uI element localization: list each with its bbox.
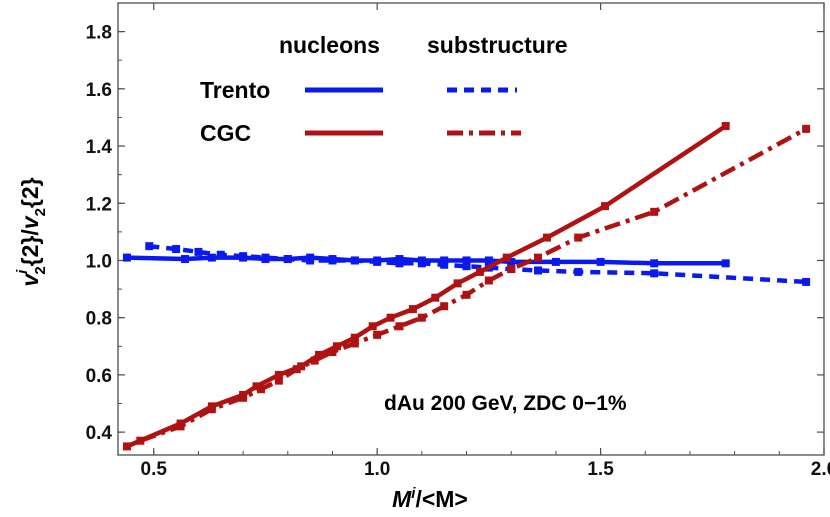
- data-point-cgc-substructure: [350, 339, 359, 348]
- data-point-trento-nucleons: [122, 253, 131, 262]
- data-point-cgc-nucleons: [368, 322, 377, 331]
- data-point-trento-substructure: [440, 260, 449, 269]
- data-point-trento-nucleons: [507, 257, 516, 266]
- data-point-trento-substructure: [350, 256, 359, 265]
- data-point-cgc-nucleons: [386, 313, 395, 322]
- y-tick-label: 1.6: [86, 80, 112, 101]
- x-tick-label: 1.5: [587, 459, 614, 480]
- data-point-trento-substructure: [306, 256, 315, 265]
- y-tick-label: 0.4: [86, 423, 113, 444]
- data-point-cgc-substructure: [176, 422, 185, 431]
- x-axis: 0.5 1.0 1.5 2.0: [141, 3, 830, 480]
- data-point-cgc-nucleons: [502, 253, 511, 262]
- x-tick-label: 1.0: [364, 459, 390, 480]
- data-point-cgc-substructure: [507, 265, 516, 274]
- svg-text:Mi/<M>: Mi/<M>: [392, 485, 468, 512]
- data-point-cgc-substructure: [802, 124, 811, 133]
- y-tick-label: 0.8: [86, 309, 112, 330]
- data-point-cgc-nucleons: [252, 382, 261, 391]
- data-point-cgc-substructure: [328, 348, 337, 357]
- y-tick-label: 0.6: [86, 366, 112, 387]
- data-point-cgc-nucleons: [274, 370, 283, 379]
- y-axis-title: vi2{2}/v2{2}: [14, 177, 49, 286]
- data-point-cgc-nucleons: [475, 267, 484, 276]
- y-tick-label: 1.2: [86, 194, 112, 215]
- data-point-trento-substructure: [417, 259, 426, 268]
- data-point-trento-substructure: [574, 267, 583, 276]
- data-point-cgc-substructure: [239, 393, 248, 402]
- data-point-trento-nucleons: [207, 253, 216, 262]
- y-tick-label: 1.0: [86, 251, 112, 272]
- data-point-trento-substructure: [328, 256, 337, 265]
- data-point-trento-nucleons: [395, 255, 404, 264]
- svg-text:vi2{2}/v2{2}: vi2{2}/v2{2}: [14, 177, 49, 286]
- data-point-cgc-substructure: [417, 313, 426, 322]
- legend: nucleons substructure Trento CGC: [200, 32, 568, 146]
- data-point-trento-nucleons: [721, 259, 730, 268]
- data-point-cgc-nucleons: [453, 279, 462, 288]
- data-point-trento-nucleons: [551, 257, 560, 266]
- data-point-cgc-nucleons: [408, 305, 417, 314]
- data-point-trento-substructure: [462, 262, 471, 271]
- data-point-trento-substructure: [373, 257, 382, 266]
- data-point-cgc-substructure: [534, 253, 543, 262]
- data-point-cgc-substructure: [292, 365, 301, 374]
- data-point-cgc-substructure: [256, 385, 265, 394]
- data-point-trento-nucleons: [462, 256, 471, 265]
- data-point-trento-substructure: [283, 255, 292, 264]
- data-point-cgc-substructure: [310, 356, 319, 365]
- data-point-cgc-substructure: [484, 276, 493, 285]
- legend-header-nucleons: nucleons: [279, 32, 380, 58]
- data-point-cgc-substructure: [440, 302, 449, 311]
- data-point-trento-nucleons: [440, 256, 449, 265]
- data-point-cgc-nucleons: [122, 442, 131, 451]
- annotation-dataset: dAu 200 GeV, ZDC 0−1%: [384, 392, 627, 415]
- data-point-trento-substructure: [802, 277, 811, 286]
- y-tick-label: 1.4: [86, 137, 113, 158]
- data-point-trento-substructure: [534, 266, 543, 275]
- data-point-cgc-substructure: [207, 405, 216, 414]
- data-point-trento-substructure: [239, 252, 248, 261]
- plot-frame: [117, 2, 825, 456]
- data-point-trento-substructure: [216, 250, 225, 259]
- data-point-trento-substructure: [261, 253, 270, 262]
- x-tick-label: 0.5: [141, 459, 168, 480]
- data-point-cgc-substructure: [136, 436, 145, 445]
- y-tick-label: 1.8: [86, 23, 112, 44]
- data-point-trento-nucleons: [650, 259, 659, 268]
- data-point-cgc-substructure: [395, 322, 404, 331]
- data-point-trento-substructure: [194, 247, 203, 256]
- x-tick-label: 2.0: [811, 459, 830, 480]
- data-point-cgc-nucleons: [297, 362, 306, 371]
- data-point-trento-substructure: [145, 242, 154, 251]
- series-layer: [122, 122, 811, 451]
- data-point-cgc-substructure: [373, 330, 382, 339]
- data-point-cgc-substructure: [574, 233, 583, 242]
- data-point-cgc-nucleons: [315, 350, 324, 359]
- data-point-cgc-nucleons: [721, 122, 730, 131]
- legend-header-substructure: substructure: [427, 32, 568, 58]
- data-point-cgc-nucleons: [332, 342, 341, 351]
- data-point-cgc-substructure: [274, 376, 283, 385]
- data-point-trento-nucleons: [596, 257, 605, 266]
- data-point-cgc-nucleons: [542, 233, 551, 242]
- data-point-trento-substructure: [172, 245, 181, 254]
- data-point-cgc-nucleons: [431, 293, 440, 302]
- data-point-trento-substructure: [650, 269, 659, 278]
- data-point-cgc-nucleons: [601, 202, 610, 211]
- data-point-trento-nucleons: [181, 255, 190, 264]
- data-point-cgc-nucleons: [350, 333, 359, 342]
- data-point-cgc-substructure: [650, 207, 659, 216]
- legend-label-cgc: CGC: [200, 120, 251, 146]
- x-axis-title: Mi/<M>: [392, 485, 468, 512]
- legend-label-trento: Trento: [200, 77, 270, 103]
- data-point-trento-substructure: [395, 259, 404, 268]
- y-axis: 0.4 0.6 0.8 1.0 1.2 1.4 1.6 1.8: [86, 23, 824, 444]
- data-point-trento-nucleons: [484, 256, 493, 265]
- data-point-cgc-substructure: [462, 290, 471, 299]
